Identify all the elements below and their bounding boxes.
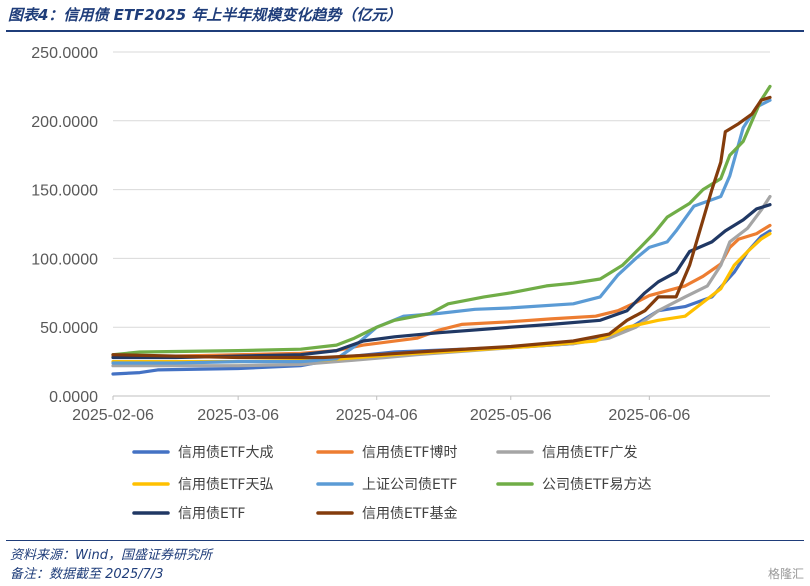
- legend-label: 信用债ETF天弘: [178, 477, 273, 493]
- line-chart: 0.0000 50.0000 100.0000 150.0000 200.0000 250…: [31, 45, 772, 522]
- legend-label: 信用债ETF博时: [362, 444, 457, 461]
- x-tick-label: 2025-02-06: [72, 407, 154, 424]
- series-line-8: [111, 95, 772, 360]
- y-tick-label: 0.0000: [49, 389, 98, 406]
- grid-lines: [113, 51, 770, 328]
- x-tick-label: 2025-04-06: [336, 407, 418, 424]
- y-tick-label: 50.0000: [40, 320, 98, 337]
- chart-title: 图表4：信用债 ETF2025 年上半年规模变化趋势（亿元）: [8, 6, 402, 24]
- watermark: 格隆汇: [767, 567, 804, 581]
- x-axis: 2025-02-06 2025-03-06 2025-04-06 2025-05-06…: [72, 395, 770, 424]
- legend-label: 信用债ETF基金: [362, 505, 457, 522]
- legend-label: 上证公司债ETF: [362, 477, 457, 493]
- legend-label: 信用债ETF大成: [178, 445, 273, 461]
- x-tick-label: 2025-03-06: [197, 407, 279, 424]
- legend-label: 信用债ETF: [178, 506, 245, 522]
- legend-label: 信用债ETF广发: [542, 445, 637, 461]
- series-line-5: [111, 98, 772, 365]
- title-divider: [6, 30, 804, 32]
- series-line-7: [111, 203, 772, 360]
- date-note: 备注：数据截至 2025/7/3: [10, 567, 164, 582]
- series-line-6: [111, 84, 772, 357]
- series-line-2: [111, 223, 772, 358]
- series-line-3: [111, 194, 772, 368]
- x-tick-label: 2025-05-06: [470, 407, 552, 424]
- y-tick-label: 200.0000: [31, 114, 98, 131]
- y-tick-label: 100.0000: [31, 251, 98, 268]
- source-note: 资料来源：Wind，国盛证券研究所: [10, 548, 212, 563]
- y-axis: 0.0000 50.0000 100.0000 150.0000 200.0000 250…: [31, 45, 98, 406]
- y-tick-label: 150.0000: [31, 183, 98, 200]
- plot-area: [111, 84, 772, 376]
- x-tick-label: 2025-06-06: [608, 407, 690, 424]
- footer-divider: [6, 540, 804, 541]
- legend-label: 公司债ETF易方达: [542, 477, 651, 493]
- y-tick-label: 250.0000: [31, 45, 98, 62]
